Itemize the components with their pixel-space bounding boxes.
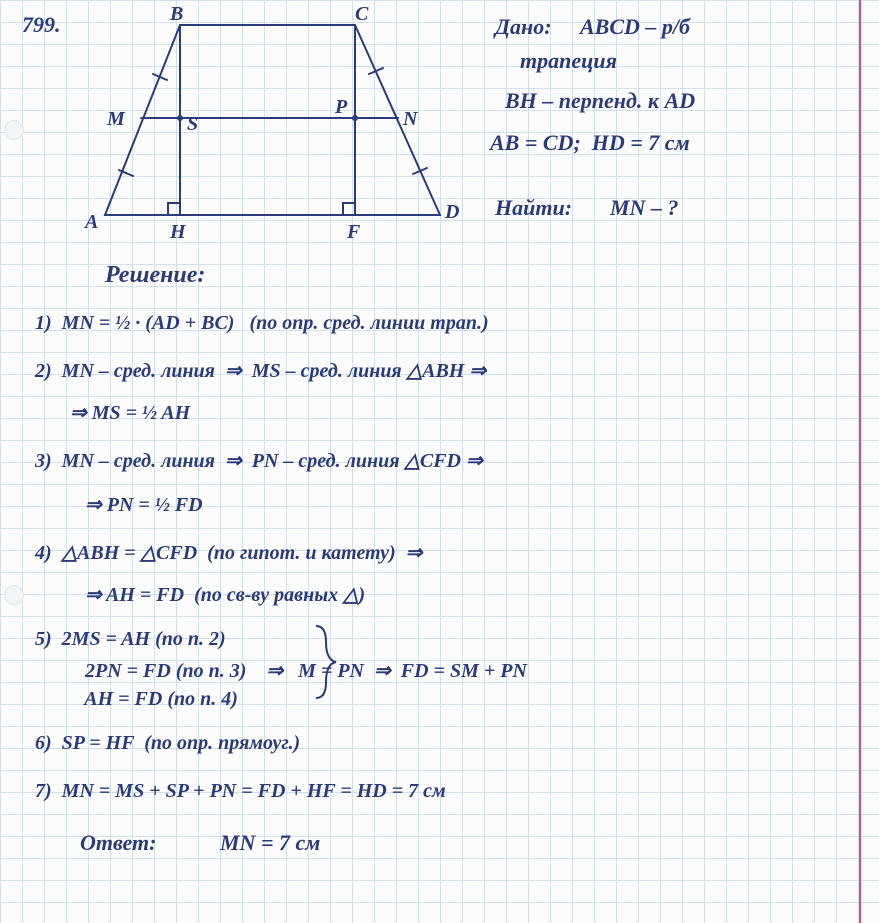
trapezoid-diagram: A B C D M N H F S P xyxy=(35,0,465,250)
page-content: 799. Дано: ABCD – р/б трапеция BH – перп… xyxy=(0,0,879,923)
given-heading: Дано: xyxy=(495,14,552,40)
given-line-3: AB = CD; HD = 7 см xyxy=(490,130,690,156)
step-4b: ⇒ AH = FD (по св-ву равных △) xyxy=(70,582,365,607)
label-S: S xyxy=(187,113,198,135)
label-C: C xyxy=(355,3,369,25)
step-2a: 2) MN – сред. линия ⇒ MS – сред. линия △… xyxy=(35,358,486,383)
step-3a: 3) MN – сред. линия ⇒ PN – сред. линия △… xyxy=(35,448,483,473)
label-F: F xyxy=(346,221,361,243)
step-1: 1) MN = ½ · (AD + BC) (по опр. сред. лин… xyxy=(35,312,489,335)
label-B: B xyxy=(169,3,183,25)
step-4a: 4) △ABH = △CFD (по гипот. и катету) ⇒ xyxy=(35,540,422,565)
step-7: 7) MN = MS + SP + PN = FD + HF = HD = 7 … xyxy=(35,780,446,803)
label-P: P xyxy=(334,96,348,118)
label-H: H xyxy=(169,221,187,243)
step-2b: ⇒ MS = ½ AH xyxy=(55,400,190,425)
given-line-0: ABCD – р/б xyxy=(580,14,690,40)
step-5b: 2PN = FD (по п. 3) ⇒ M = PN ⇒ FD = SM + … xyxy=(65,658,527,683)
answer-text: MN = 7 см xyxy=(220,830,320,856)
step-5a: 5) 2MS = AH (по п. 2) xyxy=(35,628,226,651)
brace-icon xyxy=(310,622,340,702)
step-5c: AH = FD (по п. 4) xyxy=(65,688,238,711)
step-3b: ⇒ PN = ½ FD xyxy=(70,492,203,517)
label-A: A xyxy=(83,211,98,233)
label-N: N xyxy=(402,108,419,130)
solution-heading: Решение: xyxy=(105,262,205,289)
given-line-1: трапеция xyxy=(520,48,617,74)
find-heading: Найти: xyxy=(495,195,572,221)
answer-heading: Ответ: xyxy=(80,830,156,856)
label-D: D xyxy=(444,201,459,223)
step-6: 6) SP = HF (по опр. прямоуг.) xyxy=(35,732,300,755)
find-text: MN – ? xyxy=(610,195,678,221)
given-line-2: BH – перпенд. к AD xyxy=(505,88,695,114)
label-M: M xyxy=(106,108,126,130)
